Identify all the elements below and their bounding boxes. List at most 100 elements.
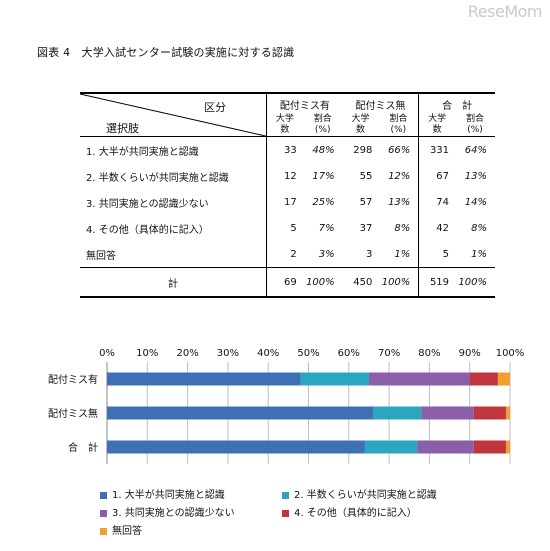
table-row: 無回答 2 3% 3 1% 5 1% xyxy=(80,241,495,268)
cell: 298 xyxy=(353,144,373,156)
legend-swatch xyxy=(100,509,107,517)
legend-item: 無回答 xyxy=(100,522,142,537)
cell: 331 xyxy=(418,136,456,163)
header-kubun: 区分 xyxy=(204,101,227,114)
sub-count: 大学数 xyxy=(266,114,303,137)
figure-title: 図表 4 大学入試センター試験の実施に対する認識 xyxy=(37,46,295,59)
bar-segment xyxy=(107,440,365,454)
cell: 66% xyxy=(388,144,411,156)
bar-segment xyxy=(364,440,418,454)
cell: 8% xyxy=(471,222,487,234)
legend-label: 無回答 xyxy=(112,526,142,537)
table-row: 4. その他（具体的に記入） 5 7% 37 8% 42 8% xyxy=(80,215,495,241)
x-tick-label: 40% xyxy=(257,348,279,359)
legend-label: 4. その他（具体的に記入） xyxy=(294,508,417,519)
group-header-1: 配付ミス有 xyxy=(266,92,343,114)
legend-label: 2. 半数くらいが共同実施と認識 xyxy=(294,490,437,501)
category-label: 配付ミス無 xyxy=(48,407,98,420)
sub-count: 大学数 xyxy=(342,114,379,137)
cell: 12 xyxy=(266,163,303,189)
x-tick-label: 0% xyxy=(99,348,115,359)
cell: 100% xyxy=(378,267,419,298)
x-tick-label: 100% xyxy=(496,348,525,359)
cell: 5 xyxy=(266,215,303,241)
legend-swatch xyxy=(282,491,289,499)
x-tick-label: 30% xyxy=(217,348,239,359)
cell: 12% xyxy=(388,170,411,182)
cell: 25% xyxy=(312,196,335,208)
sub-pct: 割合 (%) xyxy=(455,114,495,137)
x-tick-label: 80% xyxy=(418,348,440,359)
bar-segment xyxy=(497,372,510,386)
bar-segment xyxy=(469,372,498,386)
cell: 64% xyxy=(464,144,487,156)
cell: 69 xyxy=(266,267,303,298)
legend-label: 1. 大半が共同実施と認識 xyxy=(112,490,225,501)
header-sentaku: 選択肢 xyxy=(106,122,139,135)
table-header-row: 区分 選択肢 配付ミス有 配付ミス無 合 計 xyxy=(80,92,495,137)
bar-segment xyxy=(107,406,373,420)
chart-legend: 1. 大半が共同実施と認識 2. 半数くらいが共同実施と認識 3. 共同実施との認識… xyxy=(0,486,550,546)
sub-count: 大学数 xyxy=(418,114,456,137)
cell: 17 xyxy=(266,189,303,215)
category-label: 合 計 xyxy=(68,441,98,454)
cell: 5 xyxy=(418,241,456,268)
cell: 33 xyxy=(266,136,303,163)
cell: 100% xyxy=(455,267,495,298)
bar-segment xyxy=(505,440,510,454)
bar-segment xyxy=(473,440,506,454)
cell: 37 xyxy=(359,222,373,234)
header-corner-cell: 区分 選択肢 xyxy=(80,92,270,137)
x-tick-label: 60% xyxy=(338,348,360,359)
cell: 100% xyxy=(302,267,343,298)
bar-segment xyxy=(107,372,301,386)
category-label: 配付ミス有 xyxy=(48,373,98,386)
legend-swatch xyxy=(100,527,107,535)
x-tick-label: 90% xyxy=(459,348,481,359)
x-tick-label: 50% xyxy=(297,348,319,359)
table-total-row: 計 69 100% 450 100% 519 100% xyxy=(80,267,495,298)
group-header-2: 配付ミス無 xyxy=(342,92,419,114)
total-label: 計 xyxy=(80,267,267,298)
sub-pct: 割合 (%) xyxy=(302,114,343,137)
cell: 67 xyxy=(418,163,456,189)
stacked-bar-chart: 0% 10% 20% 30% 40% 50% 60% 70% 80% 90% 100% 配付ミス有配付… xyxy=(48,348,525,464)
row-label: 無回答 xyxy=(86,250,116,262)
legend-label: 3. 共同実施との認識少ない xyxy=(112,508,235,519)
cell: 2 xyxy=(266,241,303,268)
cell: 48% xyxy=(312,144,335,156)
bar-segment xyxy=(421,406,474,420)
table-subheader-row: 大学数 割合 (%) 大学数 割合 (%) 大学数 割合 (%) xyxy=(80,114,495,137)
sub-pct: 割合 (%) xyxy=(378,114,419,137)
row-label: 1. 大半が共同実施と認識 xyxy=(86,146,199,158)
cell: 519 xyxy=(418,267,456,298)
legend-item: 1. 大半が共同実施と認識 xyxy=(100,486,225,501)
x-tick-label: 20% xyxy=(176,348,198,359)
legend-item: 2. 半数くらいが共同実施と認識 xyxy=(282,486,437,501)
bar-segment xyxy=(300,372,369,386)
data-table: 区分 選択肢 配付ミス有 配付ミス無 合 計 大学数 割合 (%) 大学数 割合(… xyxy=(80,92,495,298)
cell: 1% xyxy=(471,248,487,260)
bar-segment xyxy=(473,406,506,420)
legend-item: 4. その他（具体的に記入） xyxy=(282,504,417,519)
cell: 3% xyxy=(318,248,335,260)
cell: 8% xyxy=(394,222,411,234)
row-label: 2. 半数くらいが共同実施と認識 xyxy=(86,172,229,184)
cell: 42 xyxy=(418,215,456,241)
bar-segment xyxy=(505,406,510,420)
cell: 1% xyxy=(394,248,411,260)
legend-item: 3. 共同実施との認識少ない xyxy=(100,504,235,519)
cell: 55 xyxy=(359,170,373,182)
cell: 3 xyxy=(366,248,373,260)
watermark: ReseMom xyxy=(467,2,543,21)
row-label: 3. 共同実施との認識少ない xyxy=(86,198,209,210)
cell: 13% xyxy=(388,196,411,208)
legend-swatch xyxy=(100,491,107,499)
table-row: 2. 半数くらいが共同実施と認識 12 17% 55 12% 67 13% xyxy=(80,163,495,189)
table-row: 1. 大半が共同実施と認識 33 48% 298 66% 331 64% xyxy=(80,136,495,163)
bar-segment xyxy=(417,440,474,454)
cell: 57 xyxy=(359,196,373,208)
cell: 17% xyxy=(312,170,335,182)
x-tick-label: 10% xyxy=(136,348,158,359)
x-tick-label: 70% xyxy=(378,348,400,359)
